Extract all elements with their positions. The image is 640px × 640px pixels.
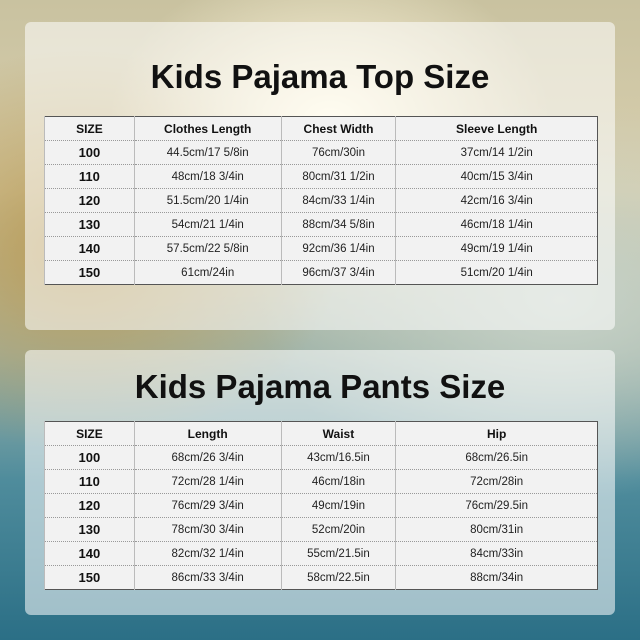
measurement-cell: 80cm/31in bbox=[395, 517, 598, 542]
column-header: Waist bbox=[280, 421, 396, 446]
size-cell: 110 bbox=[44, 469, 135, 494]
measurement-cell: 46cm/18in bbox=[280, 469, 396, 494]
pants-size-panel: Kids Pajama Pants Size SIZE Length Waist Hi… bbox=[25, 350, 615, 615]
header-row: SIZE Length Waist Hip bbox=[44, 421, 598, 446]
table-row: 120 76cm/29 3/4in 49cm/19in 76cm/29.5in bbox=[44, 493, 598, 518]
measurement-cell: 52cm/20in bbox=[280, 517, 396, 542]
measurement-cell: 61cm/24in bbox=[133, 260, 282, 285]
measurement-cell: 48cm/18 3/4in bbox=[133, 164, 282, 189]
measurement-cell: 76cm/30in bbox=[280, 140, 396, 165]
size-cell: 100 bbox=[44, 140, 135, 165]
measurement-cell: 43cm/16.5in bbox=[280, 445, 396, 470]
column-header: Length bbox=[133, 421, 282, 446]
table-row: 140 57.5cm/22 5/8in 92cm/36 1/4in 49cm/19 1… bbox=[44, 236, 598, 261]
measurement-cell: 68cm/26 3/4in bbox=[133, 445, 282, 470]
table-row: 140 82cm/32 1/4in 55cm/21.5in 84cm/33in bbox=[44, 541, 598, 566]
size-cell: 130 bbox=[44, 517, 135, 542]
size-cell: 140 bbox=[44, 236, 135, 261]
measurement-cell: 42cm/16 3/4in bbox=[395, 188, 598, 213]
measurement-cell: 57.5cm/22 5/8in bbox=[133, 236, 282, 261]
size-cell: 140 bbox=[44, 541, 135, 566]
measurement-cell: 46cm/18 1/4in bbox=[395, 212, 598, 237]
column-header: SIZE bbox=[44, 116, 135, 141]
header-row: SIZE Clothes Length Chest Width Sleeve Leng… bbox=[44, 116, 598, 141]
measurement-cell: 49cm/19 1/4in bbox=[395, 236, 598, 261]
size-cell: 150 bbox=[44, 565, 135, 590]
table-row: 110 72cm/28 1/4in 46cm/18in 72cm/28in bbox=[44, 469, 598, 494]
top-size-table: SIZE Clothes Length Chest Width Sleeve Leng… bbox=[44, 116, 598, 285]
top-size-panel: Kids Pajama Top Size SIZE Clothes Length C… bbox=[25, 22, 615, 330]
measurement-cell: 88cm/34 5/8in bbox=[280, 212, 396, 237]
pants-size-title: Kids Pajama Pants Size bbox=[134, 368, 506, 405]
measurement-cell: 68cm/26.5in bbox=[395, 445, 598, 470]
measurement-cell: 37cm/14 1/2in bbox=[395, 140, 598, 165]
size-cell: 100 bbox=[44, 445, 135, 470]
measurement-cell: 88cm/34in bbox=[395, 565, 598, 590]
measurement-cell: 80cm/31 1/2in bbox=[280, 164, 396, 189]
table-row: 100 68cm/26 3/4in 43cm/16.5in 68cm/26.5in bbox=[44, 445, 598, 470]
column-header: Clothes Length bbox=[133, 116, 282, 141]
column-header: Sleeve Length bbox=[395, 116, 598, 141]
measurement-cell: 54cm/21 1/4in bbox=[133, 212, 282, 237]
measurement-cell: 76cm/29 3/4in bbox=[133, 493, 282, 518]
measurement-cell: 40cm/15 3/4in bbox=[395, 164, 598, 189]
table-row: 110 48cm/18 3/4in 80cm/31 1/2in 40cm/15 3/4… bbox=[44, 164, 598, 189]
measurement-cell: 78cm/30 3/4in bbox=[133, 517, 282, 542]
size-cell: 150 bbox=[44, 260, 135, 285]
measurement-cell: 72cm/28in bbox=[395, 469, 598, 494]
column-header: Chest Width bbox=[280, 116, 396, 141]
pants-size-table: SIZE Length Waist Hip 100 68cm/26 3/4in 43cm/1… bbox=[44, 421, 598, 590]
measurement-cell: 82cm/32 1/4in bbox=[133, 541, 282, 566]
table-row: 120 51.5cm/20 1/4in 84cm/33 1/4in 42cm/16 3… bbox=[44, 188, 598, 213]
measurement-cell: 76cm/29.5in bbox=[395, 493, 598, 518]
measurement-cell: 51.5cm/20 1/4in bbox=[133, 188, 282, 213]
measurement-cell: 44.5cm/17 5/8in bbox=[133, 140, 282, 165]
measurement-cell: 72cm/28 1/4in bbox=[133, 469, 282, 494]
measurement-cell: 92cm/36 1/4in bbox=[280, 236, 396, 261]
measurement-cell: 58cm/22.5in bbox=[280, 565, 396, 590]
table-row: 150 61cm/24in 96cm/37 3/4in 51cm/20 1/4in bbox=[44, 260, 598, 285]
size-cell: 120 bbox=[44, 493, 135, 518]
table-row: 100 44.5cm/17 5/8in 76cm/30in 37cm/14 1/2in bbox=[44, 140, 598, 165]
measurement-cell: 84cm/33 1/4in bbox=[280, 188, 396, 213]
table-row: 130 54cm/21 1/4in 88cm/34 5/8in 46cm/18 1/4… bbox=[44, 212, 598, 237]
top-size-title: Kids Pajama Top Size bbox=[150, 58, 490, 95]
measurement-cell: 96cm/37 3/4in bbox=[280, 260, 396, 285]
size-cell: 110 bbox=[44, 164, 135, 189]
measurement-cell: 86cm/33 3/4in bbox=[133, 565, 282, 590]
column-header: Hip bbox=[395, 421, 598, 446]
size-cell: 130 bbox=[44, 212, 135, 237]
column-header: SIZE bbox=[44, 421, 135, 446]
measurement-cell: 84cm/33in bbox=[395, 541, 598, 566]
table-row: 130 78cm/30 3/4in 52cm/20in 80cm/31in bbox=[44, 517, 598, 542]
size-cell: 120 bbox=[44, 188, 135, 213]
measurement-cell: 55cm/21.5in bbox=[280, 541, 396, 566]
measurement-cell: 51cm/20 1/4in bbox=[395, 260, 598, 285]
measurement-cell: 49cm/19in bbox=[280, 493, 396, 518]
table-row: 150 86cm/33 3/4in 58cm/22.5in 88cm/34in bbox=[44, 565, 598, 590]
